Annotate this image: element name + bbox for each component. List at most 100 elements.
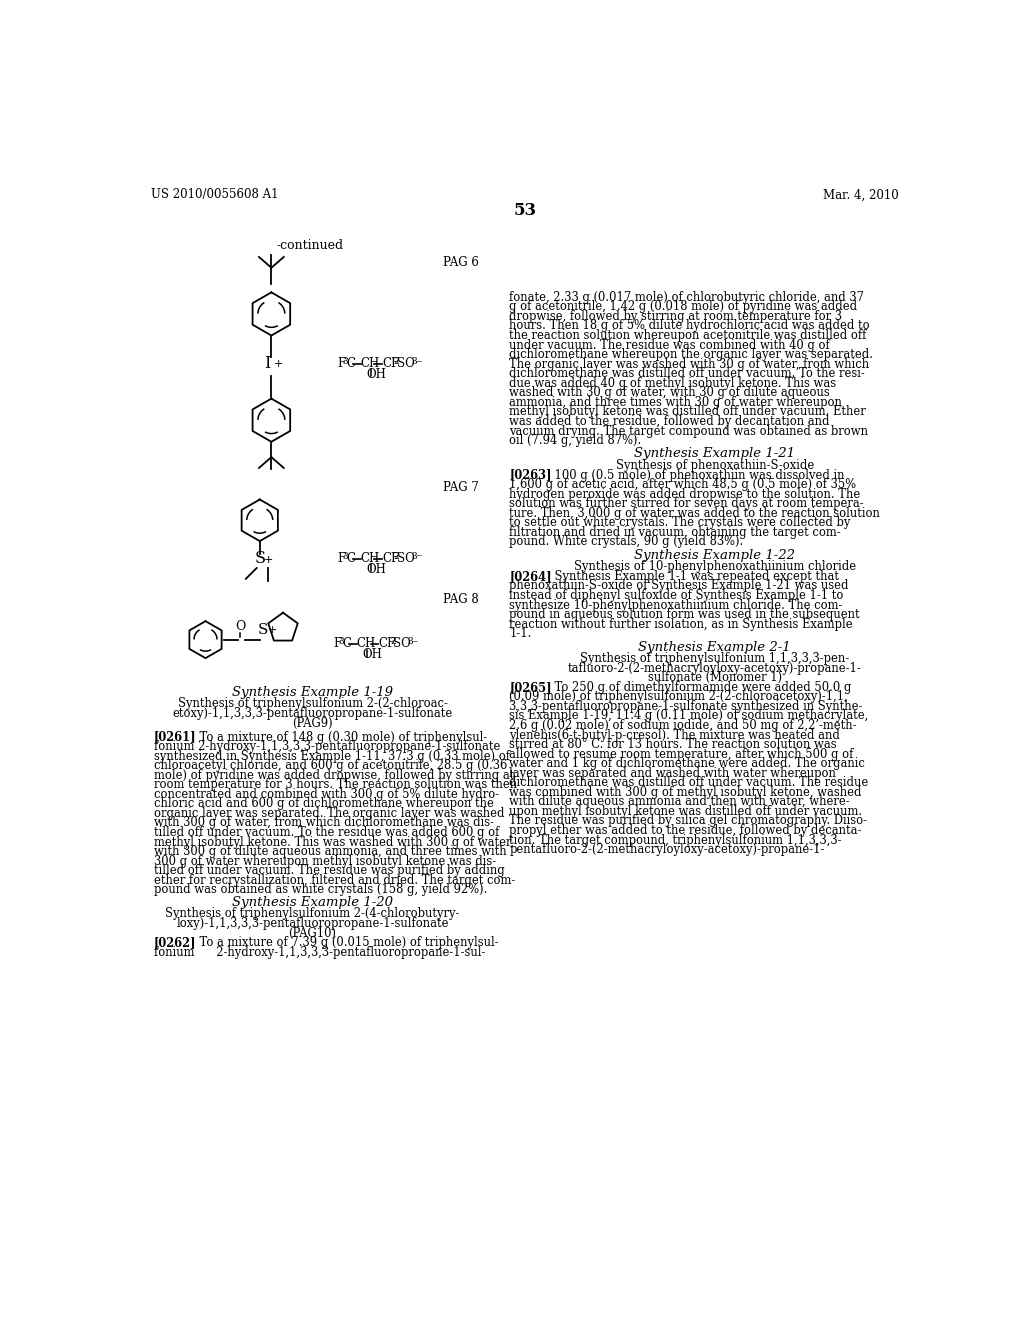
Text: [0263]: [0263] — [509, 469, 552, 482]
Text: F: F — [337, 552, 345, 565]
Text: SO: SO — [397, 552, 415, 565]
Text: Synthesis of phenoxathiin-S-oxide: Synthesis of phenoxathiin-S-oxide — [615, 459, 814, 473]
Text: methyl isobutyl ketone was distilled off under vacuum. Ether: methyl isobutyl ketone was distilled off… — [509, 405, 866, 418]
Text: washed with 30 g of water, with 30 g of dilute aqueous: washed with 30 g of water, with 30 g of … — [509, 387, 830, 400]
Text: 1-1.: 1-1. — [509, 627, 531, 640]
Text: sulfonate (Monomer 1): sulfonate (Monomer 1) — [647, 672, 781, 684]
Text: 2: 2 — [390, 638, 395, 647]
Text: 1,600 g of acetic acid, after which 48.5 g (0.5 mole) of 35%: 1,600 g of acetic acid, after which 48.5… — [509, 478, 856, 491]
Text: +: + — [267, 626, 276, 635]
Text: room temperature for 3 hours. The reaction solution was then: room temperature for 3 hours. The reacti… — [154, 779, 517, 791]
Text: the reaction solution whereupon acetonitrile was distilled off: the reaction solution whereupon acetonit… — [509, 329, 866, 342]
Text: due was added 40 g of methyl isobutyl ketone. This was: due was added 40 g of methyl isobutyl ke… — [509, 376, 837, 389]
Text: allowed to resume room temperature, after which 500 g of: allowed to resume room temperature, afte… — [509, 747, 854, 760]
Text: US 2010/0055608 A1: US 2010/0055608 A1 — [152, 189, 279, 202]
Text: (PAG9): (PAG9) — [292, 718, 333, 730]
Text: PAG 8: PAG 8 — [442, 593, 478, 606]
Text: 100 g (0.5 mole) of phenoxathiin was dissolved in: 100 g (0.5 mole) of phenoxathiin was dis… — [541, 469, 845, 482]
Text: 3,3,3-pentafluoropropane-1-sulfonate synthesized in Synthe-: 3,3,3-pentafluoropropane-1-sulfonate syn… — [509, 700, 862, 713]
Text: PAG 6: PAG 6 — [442, 256, 478, 269]
Text: Synthesis of triphenylsulfonium 2-(4-chlorobutyry-: Synthesis of triphenylsulfonium 2-(4-chl… — [165, 907, 460, 920]
Text: OH: OH — [362, 648, 383, 661]
Text: ⁻: ⁻ — [415, 358, 421, 371]
Text: [0265]: [0265] — [509, 681, 552, 694]
Text: dichloromethane whereupon the organic layer was separated.: dichloromethane whereupon the organic la… — [509, 348, 873, 362]
Text: Synthesis Example 1-22: Synthesis Example 1-22 — [634, 549, 796, 562]
Text: Synthesis of triphenylsulfonium 1,1,3,3,3-pen-: Synthesis of triphenylsulfonium 1,1,3,3,… — [581, 652, 849, 665]
Text: organic layer was separated. The organic layer was washed: organic layer was separated. The organic… — [154, 807, 504, 820]
Text: C: C — [346, 552, 355, 565]
Text: under vacuum. The residue was combined with 40 g of: under vacuum. The residue was combined w… — [509, 339, 830, 351]
Text: Synthesis of 10-phenylphenoxathiinium chloride: Synthesis of 10-phenylphenoxathiinium ch… — [573, 561, 856, 573]
Text: To a mixture of 7.39 g (0.015 mole) of triphenylsul-: To a mixture of 7.39 g (0.015 mole) of t… — [184, 936, 499, 949]
Text: CF: CF — [378, 638, 395, 651]
Text: Mar. 4, 2010: Mar. 4, 2010 — [822, 189, 898, 202]
Text: 300 g of water whereupon methyl isobutyl ketone was dis-: 300 g of water whereupon methyl isobutyl… — [154, 854, 496, 867]
Text: instead of diphenyl sulfoxide of Synthesis Example 1-1 to: instead of diphenyl sulfoxide of Synthes… — [509, 589, 844, 602]
Text: 2: 2 — [394, 356, 399, 366]
Text: dropwise, followed by stirring at room temperature for 3: dropwise, followed by stirring at room t… — [509, 310, 843, 323]
Text: CF: CF — [382, 358, 399, 370]
Text: +: + — [273, 359, 283, 370]
Text: sis Example 1-19, 11.4 g (0.11 mole) of sodium methacrylate,: sis Example 1-19, 11.4 g (0.11 mole) of … — [509, 709, 868, 722]
Text: tafluoro-2-(2-methacryloyloxy-acetoxy)-propane-1-: tafluoro-2-(2-methacryloyloxy-acetoxy)-p… — [567, 661, 861, 675]
Text: mole) of pyridine was added dropwise, followed by stirring at: mole) of pyridine was added dropwise, fo… — [154, 768, 514, 781]
Text: SO: SO — [397, 358, 415, 370]
Text: propyl ether was added to the residue, followed by decanta-: propyl ether was added to the residue, f… — [509, 824, 861, 837]
Text: chloric acid and 600 g of dichloromethane whereupon the: chloric acid and 600 g of dichloromethan… — [154, 797, 494, 810]
Text: water and 1 kg of dichloromethane were added. The organic: water and 1 kg of dichloromethane were a… — [509, 758, 865, 770]
Text: CH: CH — [360, 358, 380, 370]
Text: 3: 3 — [343, 356, 348, 366]
Text: Synthesis of triphenylsulfonium 2-(2-chloroac-: Synthesis of triphenylsulfonium 2-(2-chl… — [177, 697, 447, 710]
Text: pound. White crystals, 90 g (yield 83%).: pound. White crystals, 90 g (yield 83%). — [509, 536, 743, 548]
Text: concentrated and combined with 300 g of 5% dilute hydro-: concentrated and combined with 300 g of … — [154, 788, 499, 801]
Text: I: I — [263, 355, 270, 372]
Text: To a mixture of 148 g (0.30 mole) of triphenylsul-: To a mixture of 148 g (0.30 mole) of tri… — [184, 730, 486, 743]
Text: fonium      2-hydroxy-1,1,3,3,3-pentafluoropropane-1-sul-: fonium 2-hydroxy-1,1,3,3,3-pentafluoropr… — [154, 945, 485, 958]
Text: hydrogen peroxide was added dropwise to the solution. The: hydrogen peroxide was added dropwise to … — [509, 487, 860, 500]
Text: pound in aqueous solution form was used in the subsequent: pound in aqueous solution form was used … — [509, 609, 860, 622]
Text: stirred at 80° C. for 13 hours. The reaction solution was: stirred at 80° C. for 13 hours. The reac… — [509, 738, 837, 751]
Text: 3: 3 — [343, 552, 348, 561]
Text: reaction without further isolation, as in Synthesis Example: reaction without further isolation, as i… — [509, 618, 853, 631]
Text: layer was separated and washed with water whereupon: layer was separated and washed with wate… — [509, 767, 837, 780]
Text: solution was further stirred for seven days at room tempera-: solution was further stirred for seven d… — [509, 498, 864, 511]
Text: g of acetonitrile, 1.42 g (0.018 mole) of pyridine was added: g of acetonitrile, 1.42 g (0.018 mole) o… — [509, 301, 857, 313]
Text: S: S — [258, 623, 268, 638]
Text: CH: CH — [360, 552, 380, 565]
Text: synthesized in Synthesis Example 1-11, 37.3 g (0.33 mole) of: synthesized in Synthesis Example 1-11, 3… — [154, 750, 510, 763]
Text: tilled off under vacuum. To the residue was added 600 g of: tilled off under vacuum. To the residue … — [154, 826, 499, 840]
Text: synthesize 10-phenylphenoxathiinium chloride. The com-: synthesize 10-phenylphenoxathiinium chlo… — [509, 598, 843, 611]
Text: Synthesis Example 1-19: Synthesis Example 1-19 — [232, 686, 393, 698]
Text: ylenebis(6-t-butyl-p-cresol). The mixture was heated and: ylenebis(6-t-butyl-p-cresol). The mixtur… — [509, 729, 840, 742]
Text: The organic layer was washed with 30 g of water, from which: The organic layer was washed with 30 g o… — [509, 358, 869, 371]
Text: ammonia, and three times with 30 g of water whereupon: ammonia, and three times with 30 g of wa… — [509, 396, 842, 409]
Text: OH: OH — [367, 562, 387, 576]
Text: The residue was purified by silica gel chromatography. Diiso-: The residue was purified by silica gel c… — [509, 814, 867, 828]
Text: (0.09 mole) of triphenylsulfonium 2-(2-chloroacetoxy)-1,1,: (0.09 mole) of triphenylsulfonium 2-(2-c… — [509, 690, 848, 704]
Text: chloroacetyl chloride, and 600 g of acetonitrile, 28.5 g (0.36: chloroacetyl chloride, and 600 g of acet… — [154, 759, 507, 772]
Text: ⁻: ⁻ — [411, 638, 418, 651]
Text: Synthesis Example 1-21: Synthesis Example 1-21 — [634, 447, 796, 461]
Text: loxy)-1,1,3,3,3-pentafluoropropane-1-sulfonate: loxy)-1,1,3,3,3-pentafluoropropane-1-sul… — [176, 917, 449, 931]
Text: etoxy)-1,1,3,3,3-pentafluoropropane-1-sulfonate: etoxy)-1,1,3,3,3-pentafluoropropane-1-su… — [172, 708, 453, 721]
Text: tion. The target compound, triphenylsulfonium 1,1,3,3,3-: tion. The target compound, triphenylsulf… — [509, 833, 842, 846]
Text: 2.6 g (0.02 mole) of sodium iodide, and 50 mg of 2,2’-meth-: 2.6 g (0.02 mole) of sodium iodide, and … — [509, 719, 857, 733]
Text: was added to the residue, followed by decantation and: was added to the residue, followed by de… — [509, 414, 829, 428]
Text: O: O — [234, 619, 246, 632]
Text: Synthesis Example 1-20: Synthesis Example 1-20 — [232, 896, 393, 909]
Text: [0262]: [0262] — [154, 936, 196, 949]
Text: F: F — [337, 358, 345, 370]
Text: [0261]: [0261] — [154, 730, 197, 743]
Text: vacuum drying. The target compound was obtained as brown: vacuum drying. The target compound was o… — [509, 425, 868, 437]
Text: 3: 3 — [411, 552, 417, 561]
Text: fonium 2-hydroxy-1,1,3,3,3-pentafluoropropane-1-sulfonate: fonium 2-hydroxy-1,1,3,3,3-pentafluoropr… — [154, 741, 500, 754]
Text: OH: OH — [367, 368, 387, 381]
Text: 3: 3 — [407, 638, 413, 647]
Text: with 300 g of dilute aqueous ammonia, and three times with: with 300 g of dilute aqueous ammonia, an… — [154, 845, 506, 858]
Text: methyl isobutyl ketone. This was washed with 300 g of water,: methyl isobutyl ketone. This was washed … — [154, 836, 513, 849]
Text: To 250 g of dimethylformamide were added 50.0 g: To 250 g of dimethylformamide were added… — [541, 681, 852, 694]
Text: 3: 3 — [339, 638, 344, 647]
Text: +: + — [263, 554, 273, 565]
Text: C: C — [343, 638, 351, 651]
